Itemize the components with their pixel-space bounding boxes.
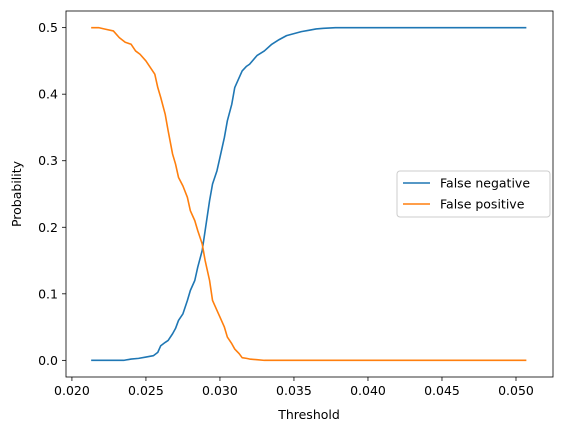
x-tick-label: 0.050 (498, 383, 534, 398)
series-line-false-positive (91, 26, 527, 362)
y-tick-label: 0.5 (38, 20, 58, 35)
y-tick-label: 0.3 (38, 153, 58, 168)
y-tick-label: 0.4 (38, 87, 58, 102)
y-axis: 0.0 0.1 0.2 0.3 0.4 0.5 (38, 20, 66, 368)
x-tick-label: 0.045 (424, 383, 460, 398)
x-tick-label: 0.035 (276, 383, 312, 398)
x-tick-label: 0.020 (54, 383, 90, 398)
series-line-false-negative (91, 26, 527, 362)
x-tick-label: 0.040 (350, 383, 386, 398)
x-axis: 0.020 0.025 0.030 0.035 0.040 0.045 0.050 (54, 377, 534, 398)
y-tick-label: 0.1 (38, 286, 58, 301)
legend: False negative False positive (396, 170, 551, 218)
plot-frame (65, 10, 554, 378)
legend-box (396, 170, 551, 218)
legend-label-false-positive: False positive (440, 197, 525, 212)
y-axis-label: Probability (9, 160, 24, 227)
x-tick-label: 0.025 (128, 383, 164, 398)
plot-area (91, 26, 527, 362)
legend-label-false-negative: False negative (440, 176, 530, 191)
y-tick-label: 0.2 (38, 220, 58, 235)
x-tick-label: 0.030 (202, 383, 238, 398)
y-tick-label: 0.0 (38, 353, 58, 368)
x-axis-label: Threshold (277, 407, 340, 422)
